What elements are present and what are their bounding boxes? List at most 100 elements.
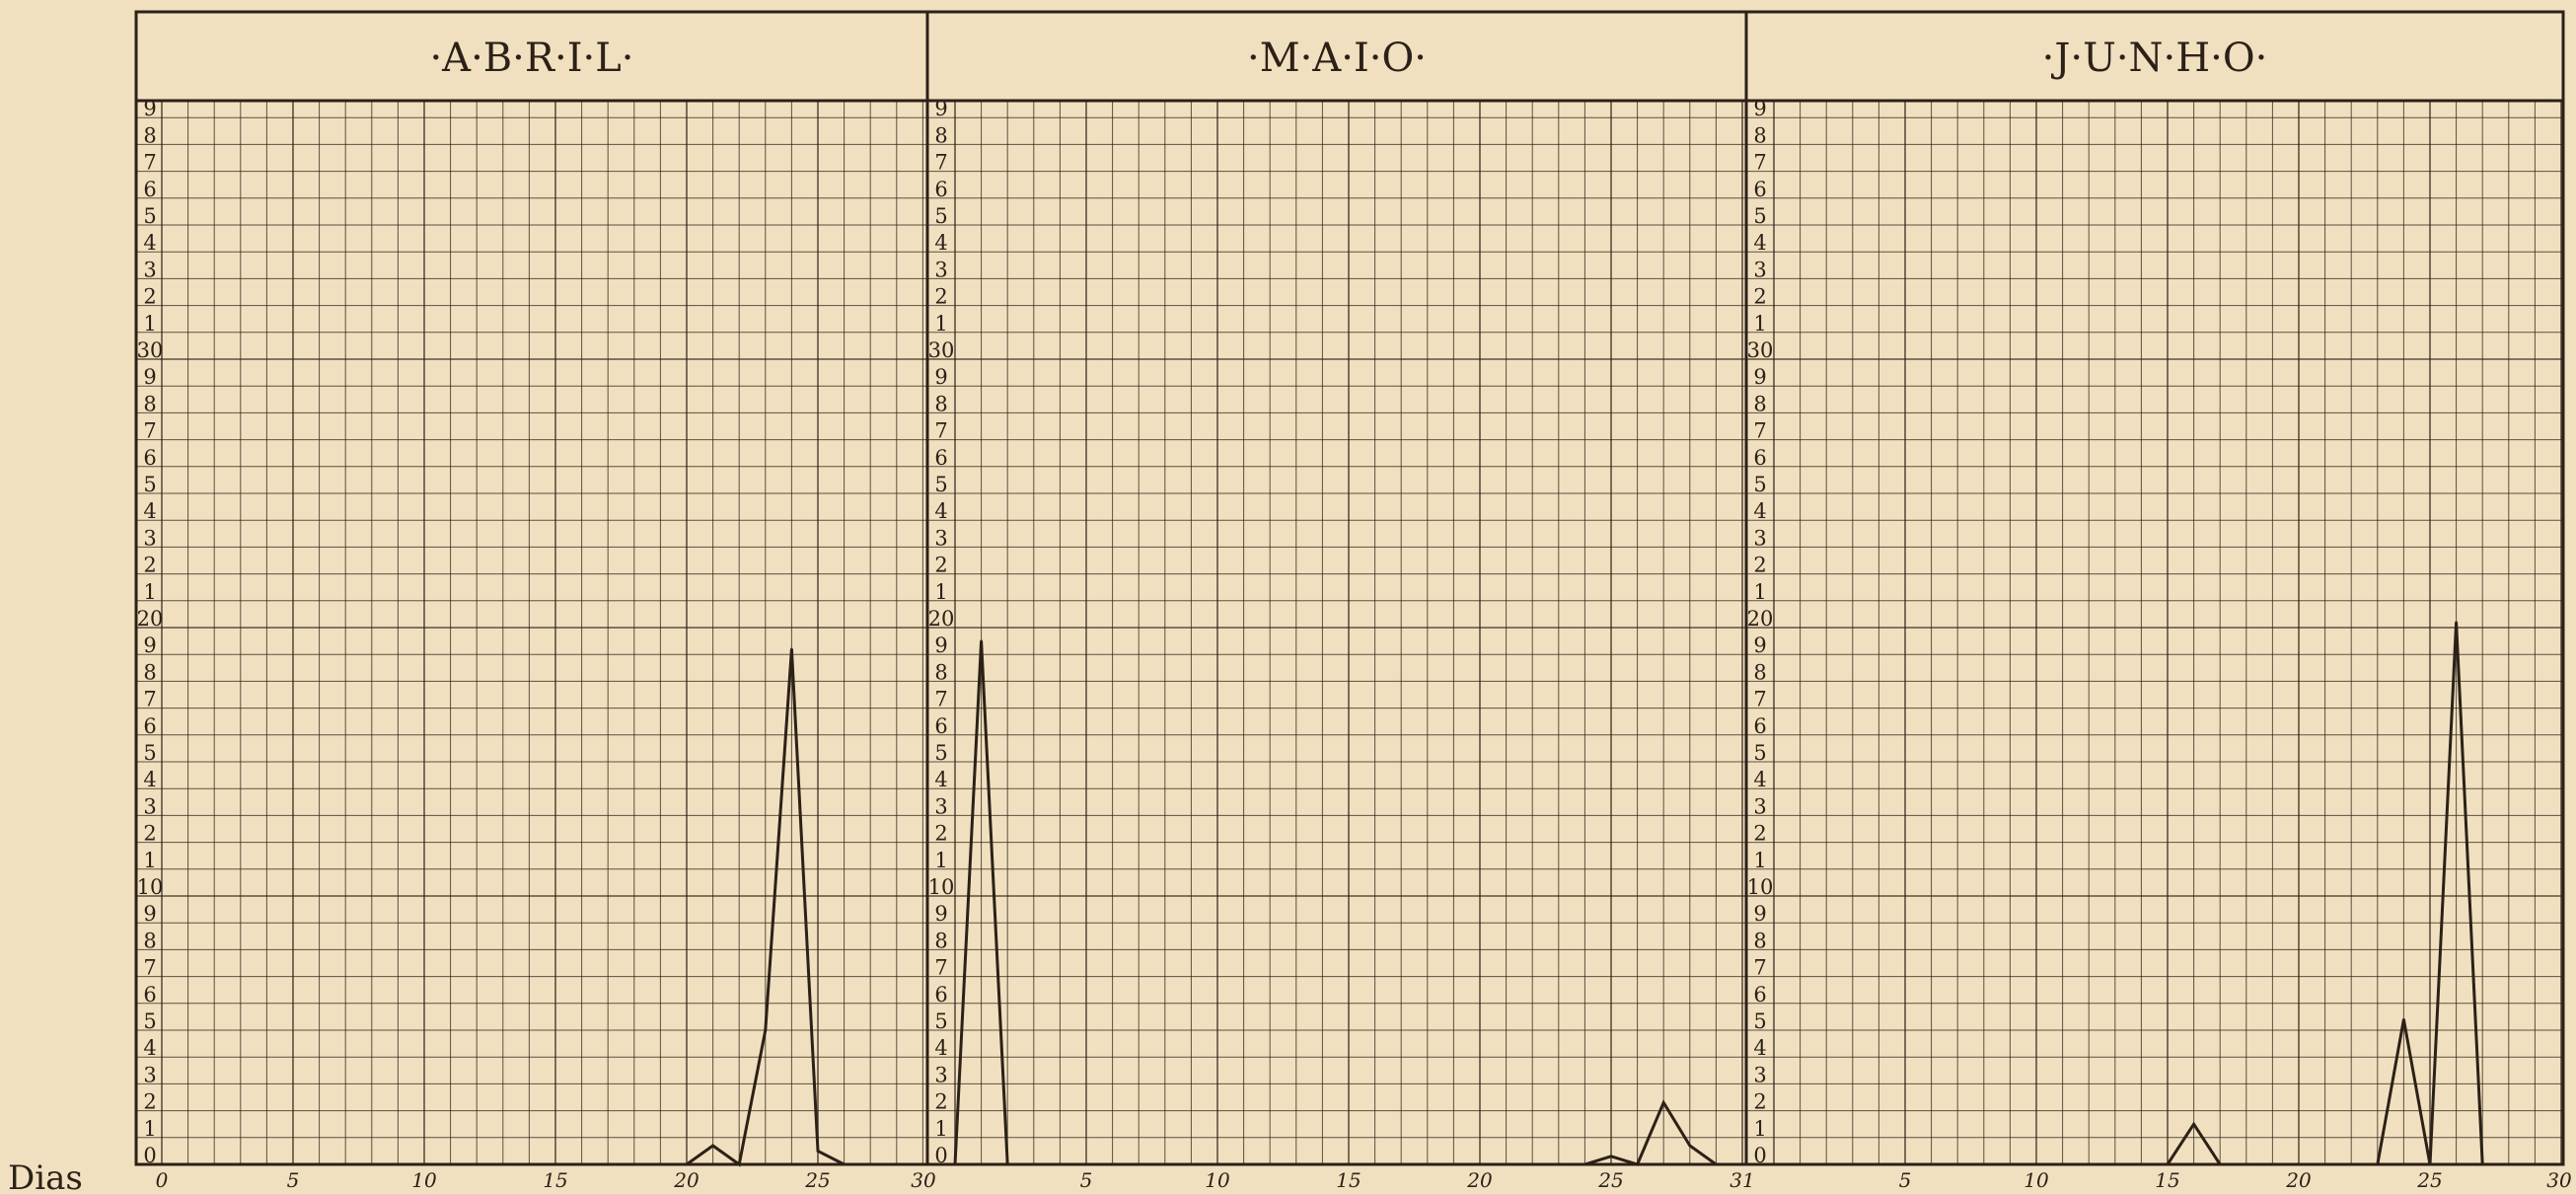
y-tick-label: 7 <box>934 419 947 443</box>
data-point <box>1294 1162 1298 1166</box>
data-point <box>2323 1162 2326 1166</box>
data-point <box>2061 1162 2064 1166</box>
x-tick-label: 20 <box>2285 1168 2312 1192</box>
y-tick-label: 6 <box>143 446 156 470</box>
y-tick-label: 4 <box>934 231 947 255</box>
data-point <box>1956 1162 1959 1166</box>
y-tick-label: 3 <box>934 258 947 281</box>
data-point <box>607 1162 610 1166</box>
y-tick-label: 10 <box>1747 875 1774 899</box>
y-tick-label: 1 <box>1753 312 1766 336</box>
y-tick-label: 5 <box>1753 741 1766 765</box>
x-tick-label: 5 <box>1080 1168 1093 1192</box>
y-tick-label: 5 <box>934 1009 947 1033</box>
x-tick-label: 30 <box>911 1168 936 1192</box>
y-tick-label: 9 <box>1753 365 1766 389</box>
y-tick-label: 3 <box>1753 258 1766 281</box>
y-tick-label: 1 <box>143 849 156 872</box>
x-tick-label: 5 <box>287 1168 300 1192</box>
data-point <box>1006 1162 1009 1166</box>
x-tick-label: 10 <box>1205 1168 1230 1192</box>
data-point <box>397 1162 400 1166</box>
y-tick-label: 8 <box>934 660 947 684</box>
y-tick-label: 20 <box>928 607 955 631</box>
data-point <box>790 647 793 650</box>
y-tick-label: 1 <box>934 580 947 604</box>
y-tick-label: 8 <box>143 123 156 147</box>
data-point <box>265 1162 268 1166</box>
y-tick-label: 4 <box>143 499 156 523</box>
data-point <box>1688 1144 1692 1148</box>
y-tick-label: 4 <box>143 768 156 791</box>
data-point <box>1215 1162 1219 1166</box>
y-tick-label: 4 <box>934 768 947 791</box>
y-tick-label: 9 <box>934 365 947 389</box>
y-tick-label: 8 <box>934 392 947 415</box>
data-point <box>1772 1162 1776 1166</box>
y-tick-label: 30 <box>137 338 164 362</box>
data-point <box>1930 1162 1933 1166</box>
y-tick-label: 6 <box>934 446 947 470</box>
y-tick-label: 10 <box>928 875 955 899</box>
y-tick-label: 0 <box>1753 1144 1766 1167</box>
y-tick-label: 8 <box>143 660 156 684</box>
y-tick-label: 4 <box>1753 768 1766 791</box>
y-tick-label: 3 <box>1753 526 1766 550</box>
data-point <box>711 1144 714 1148</box>
y-tick-label: 3 <box>143 526 156 550</box>
data-point <box>553 1162 557 1166</box>
data-point <box>632 1162 635 1166</box>
data-point <box>1531 1162 1534 1166</box>
data-point <box>239 1162 242 1166</box>
data-point <box>1609 1155 1613 1158</box>
x-tick-label: 30 <box>2546 1168 2572 1192</box>
y-tick-label: 9 <box>143 902 156 926</box>
y-tick-label: 4 <box>1753 499 1766 523</box>
data-point <box>2166 1162 2170 1166</box>
data-point <box>213 1162 216 1166</box>
y-tick-label: 6 <box>143 983 156 1007</box>
y-tick-label: 1 <box>143 1117 156 1141</box>
data-point <box>1636 1162 1639 1166</box>
y-tick-label: 7 <box>934 688 947 711</box>
y-tick-label: 1 <box>1753 849 1766 872</box>
y-tick-label: 0 <box>143 1144 156 1167</box>
y-tick-label: 6 <box>1753 178 1766 201</box>
y-tick-label: 3 <box>143 794 156 818</box>
data-point <box>1138 1162 1141 1166</box>
data-point <box>344 1162 347 1166</box>
y-tick-label: 5 <box>1753 1009 1766 1033</box>
data-point <box>659 1162 662 1166</box>
y-tick-label: 1 <box>934 849 947 872</box>
y-tick-label: 1 <box>1753 580 1766 604</box>
x-tick-label: 15 <box>1336 1168 1361 1192</box>
rainfall-series-line <box>1774 622 2484 1166</box>
y-tick-label: 2 <box>143 285 156 309</box>
y-tick-label: 5 <box>1753 473 1766 496</box>
y-tick-label: 2 <box>934 554 947 577</box>
y-tick-label: 4 <box>934 1036 947 1060</box>
data-point <box>1851 1162 1855 1166</box>
y-tick-label: 1 <box>143 580 156 604</box>
y-tick-label: 6 <box>143 178 156 201</box>
y-tick-label: 9 <box>143 634 156 657</box>
data-point <box>160 1162 164 1166</box>
data-point <box>953 1162 957 1166</box>
y-tick-label: 30 <box>928 338 955 362</box>
y-tick-label: 7 <box>1753 956 1766 980</box>
y-tick-label: 8 <box>934 123 947 147</box>
data-point <box>1190 1162 1193 1166</box>
x-tick-label: 5 <box>1899 1168 1912 1192</box>
data-point <box>501 1162 504 1166</box>
x-tick-label: 10 <box>2024 1168 2049 1192</box>
data-point <box>1163 1162 1167 1166</box>
y-tick-label: 6 <box>1753 983 1766 1007</box>
data-point <box>2428 1162 2432 1166</box>
x-tick-label: 25 <box>1597 1168 1623 1192</box>
y-tick-label: 4 <box>1753 231 1766 255</box>
y-tick-label: 7 <box>1753 419 1766 443</box>
data-point <box>2009 1162 2012 1166</box>
y-tick-label: 7 <box>934 151 947 175</box>
y-tick-label: 4 <box>1753 1036 1766 1060</box>
